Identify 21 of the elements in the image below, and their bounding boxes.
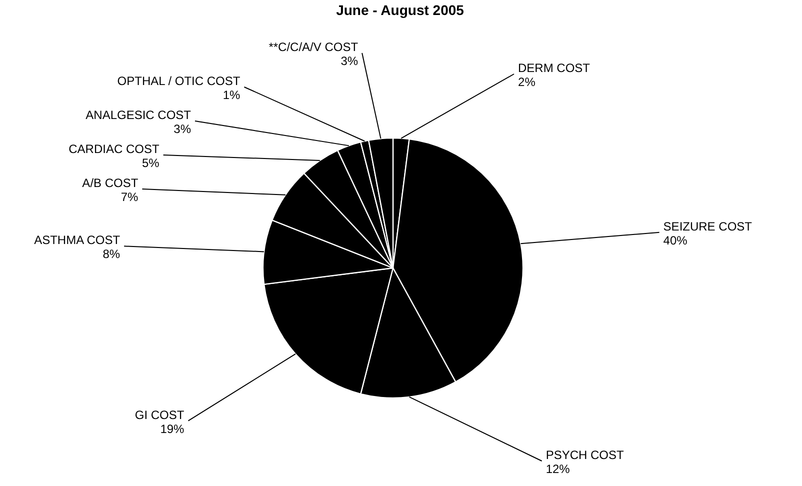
data-label: 19%	[160, 422, 185, 436]
data-label: 12%	[546, 462, 570, 476]
slice-label: **C/C/A/V COST	[268, 40, 359, 54]
data-label: 8%	[102, 247, 120, 262]
slice-label: ASTHMA COST	[34, 233, 121, 248]
data-label: 3%	[174, 122, 192, 136]
slice-label: A/B COST	[82, 176, 139, 190]
slice-label: GI COST	[134, 408, 185, 422]
data-label: 5%	[142, 156, 160, 170]
data-label: 40%	[663, 233, 688, 248]
slice-label: CARDIAC COST	[68, 142, 160, 156]
data-label: 1%	[222, 88, 241, 102]
data-label: 3%	[340, 54, 358, 68]
chart-title: June - August 2005	[336, 2, 464, 18]
data-label: 2%	[518, 75, 536, 89]
slice-label: SEIZURE COST	[663, 219, 753, 234]
slice-label: ANALGESIC COST	[86, 108, 192, 122]
slice-label: PSYCH COST	[546, 448, 624, 462]
data-label: 7%	[120, 190, 139, 204]
slice-label: DERM COST	[518, 61, 591, 75]
slice-label: OPTHAL / OTIC COST	[117, 74, 241, 88]
